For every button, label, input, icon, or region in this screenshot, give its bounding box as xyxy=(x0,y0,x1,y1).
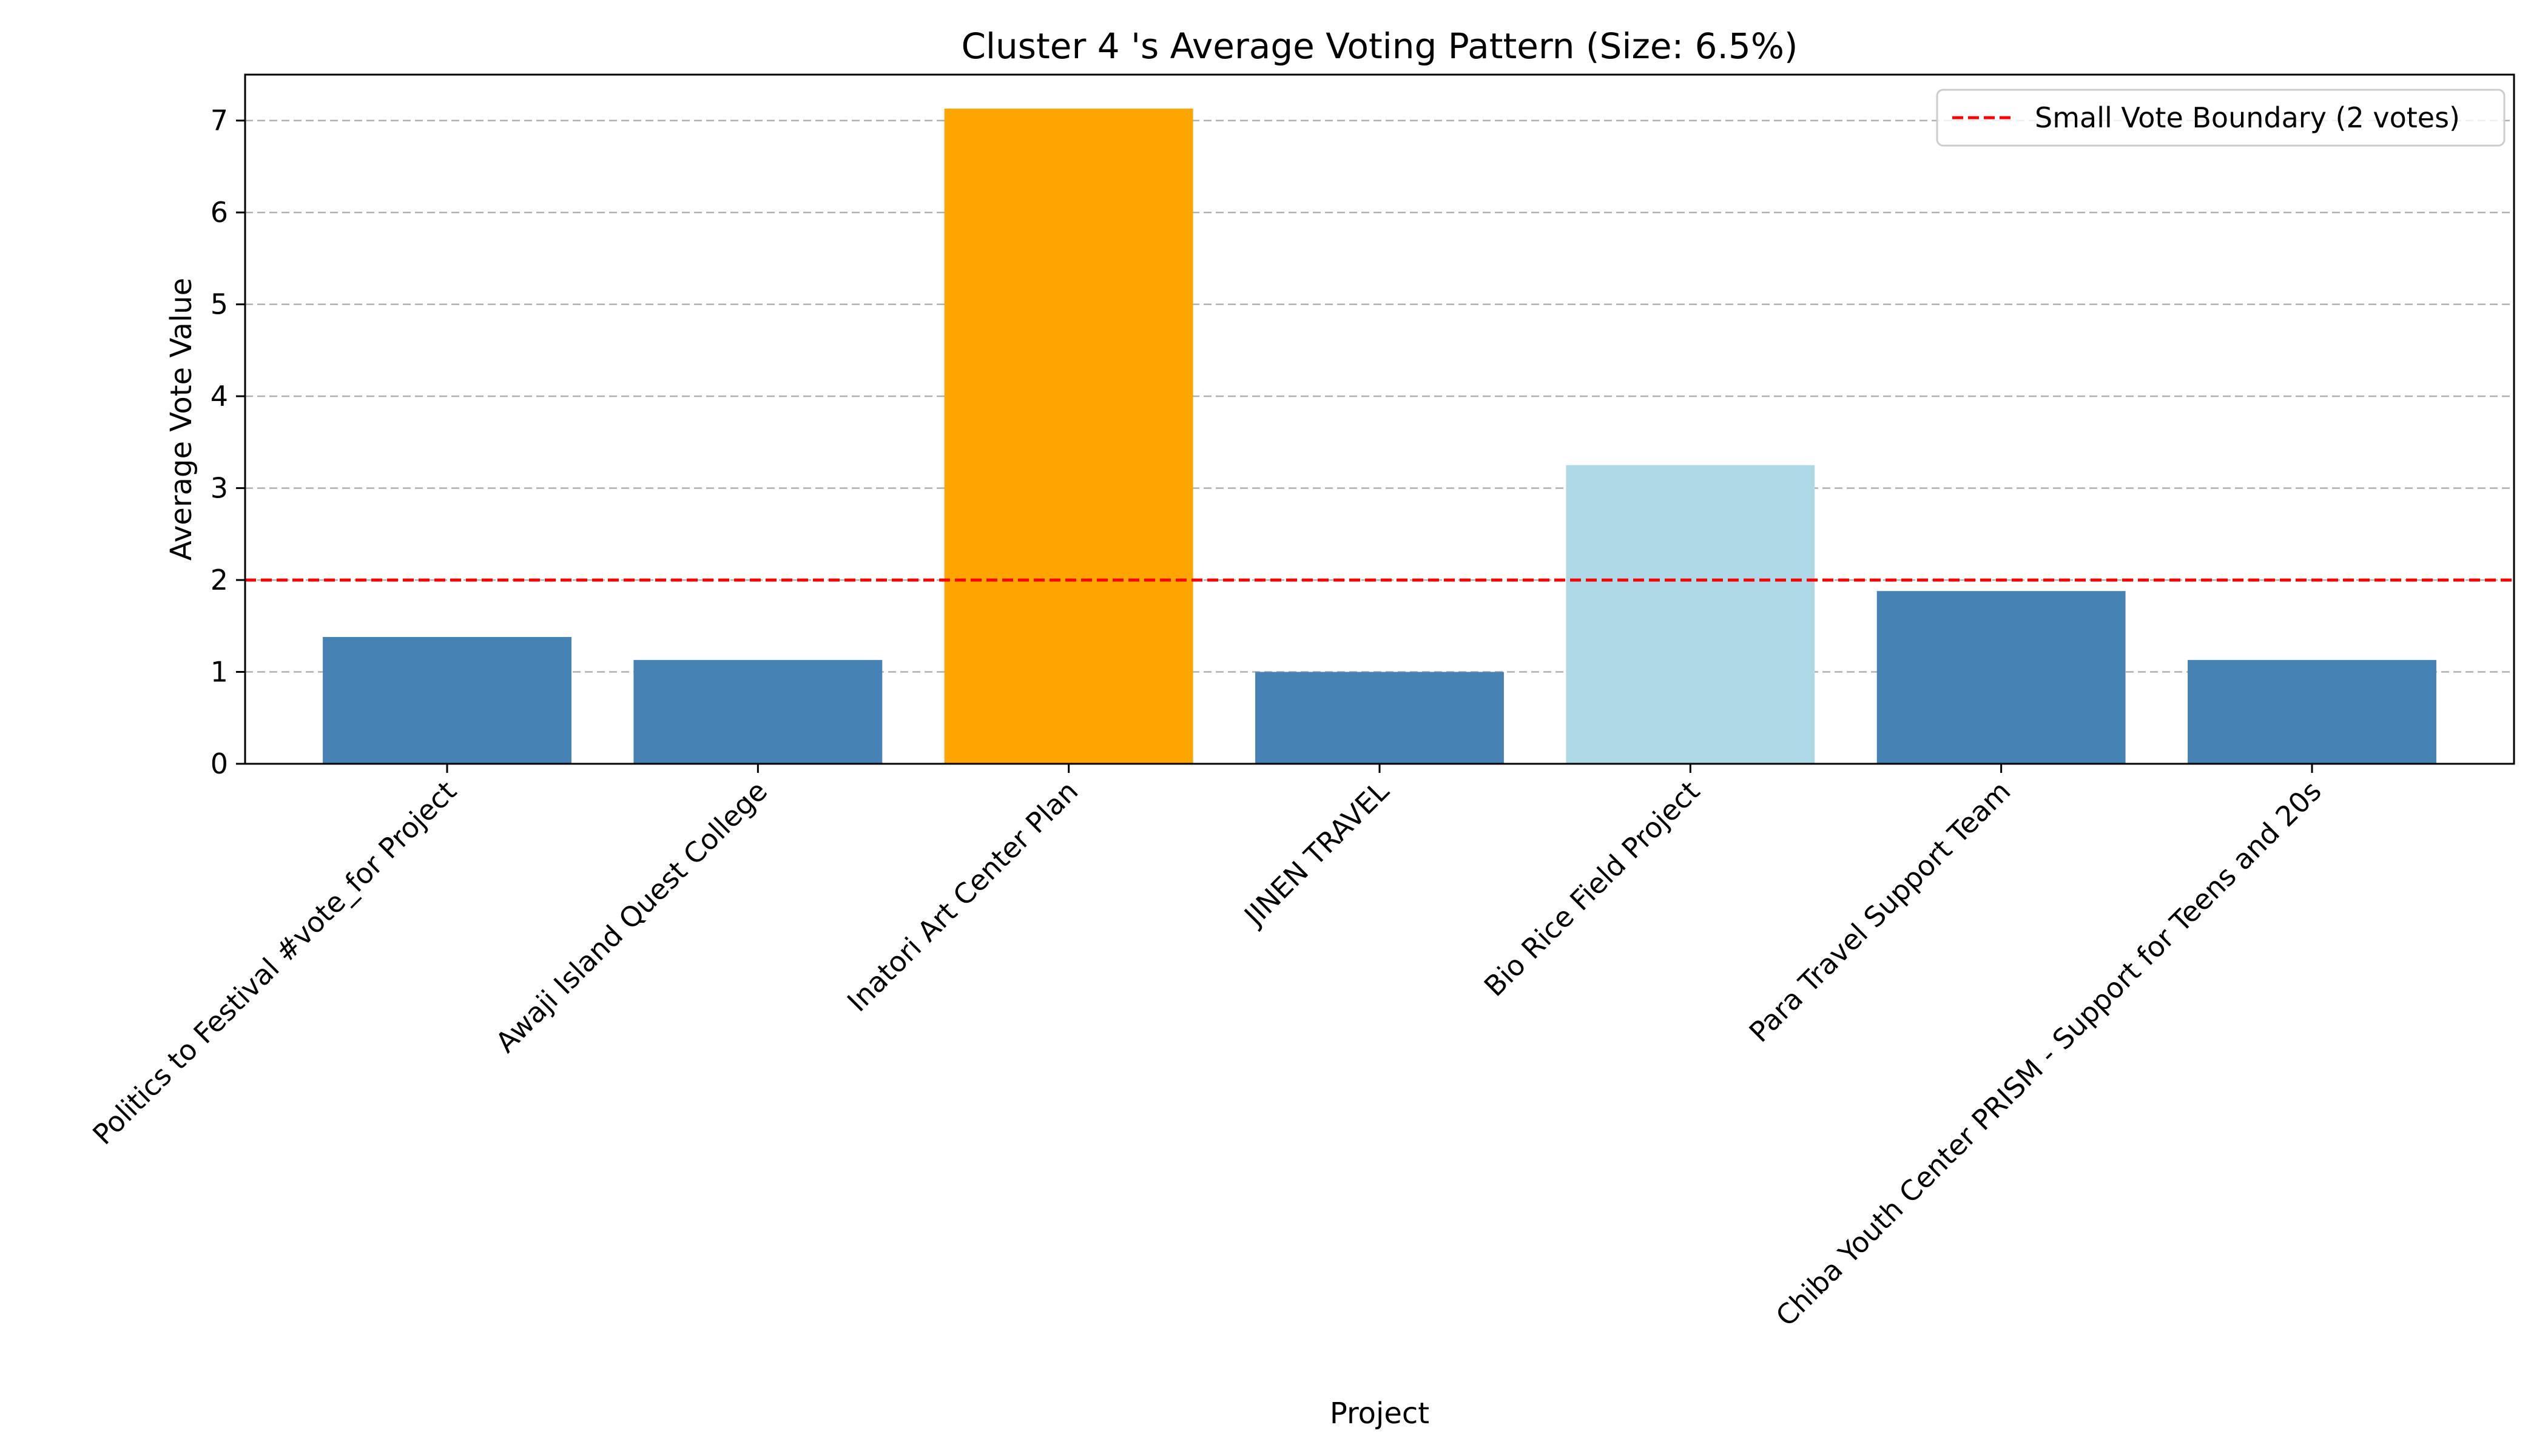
bar xyxy=(323,636,571,764)
x-axis: Politics to Festival #vote_for Project Aw… xyxy=(86,764,2328,1333)
bar xyxy=(2188,659,2436,764)
x-tick-label: Para Travel Support Team xyxy=(1743,775,2017,1049)
y-tick-label: 1 xyxy=(211,656,228,689)
plot-frame xyxy=(244,73,2515,765)
bars xyxy=(323,109,2436,764)
legend: Small Vote Boundary (2 votes) xyxy=(1936,89,2506,147)
x-tick-label: Politics to Festival #vote_for Project xyxy=(86,775,463,1151)
y-tick-label: 4 xyxy=(211,380,228,413)
bar xyxy=(1566,465,1815,764)
y-tick-label: 6 xyxy=(211,196,228,229)
y-axis-title: Average Vote Value xyxy=(164,278,198,561)
gridlines xyxy=(245,120,2514,673)
y-tick-label: 2 xyxy=(211,564,228,596)
legend-label: Small Vote Boundary (2 votes) xyxy=(2035,101,2460,134)
y-axis: 0 1 2 3 4 5 6 7 xyxy=(211,104,245,780)
x-tick-label: Inatori Art Center Plan xyxy=(841,775,1084,1018)
x-tick-label: Bio Rice Field Project xyxy=(1478,775,1706,1003)
chart-title: Cluster 4 's Average Voting Pattern (Siz… xyxy=(961,25,1798,67)
y-tick-label: 7 xyxy=(211,104,228,137)
bar xyxy=(1255,672,1504,764)
x-tick-label: JINEN TRAVEL xyxy=(1236,774,1395,933)
y-tick-label: 5 xyxy=(211,288,228,321)
y-tick-label: 3 xyxy=(211,472,228,505)
legend-box xyxy=(1936,89,2506,147)
x-axis-title: Project xyxy=(1330,1397,1429,1431)
bar xyxy=(944,109,1193,764)
bar xyxy=(1876,591,2126,764)
y-tick-label: 0 xyxy=(211,747,228,780)
x-tick-label: Awaji Island Quest College xyxy=(489,775,774,1059)
x-tick-label: Chiba Youth Center PRISM - Support for T… xyxy=(1770,775,2328,1333)
bar xyxy=(633,659,883,764)
